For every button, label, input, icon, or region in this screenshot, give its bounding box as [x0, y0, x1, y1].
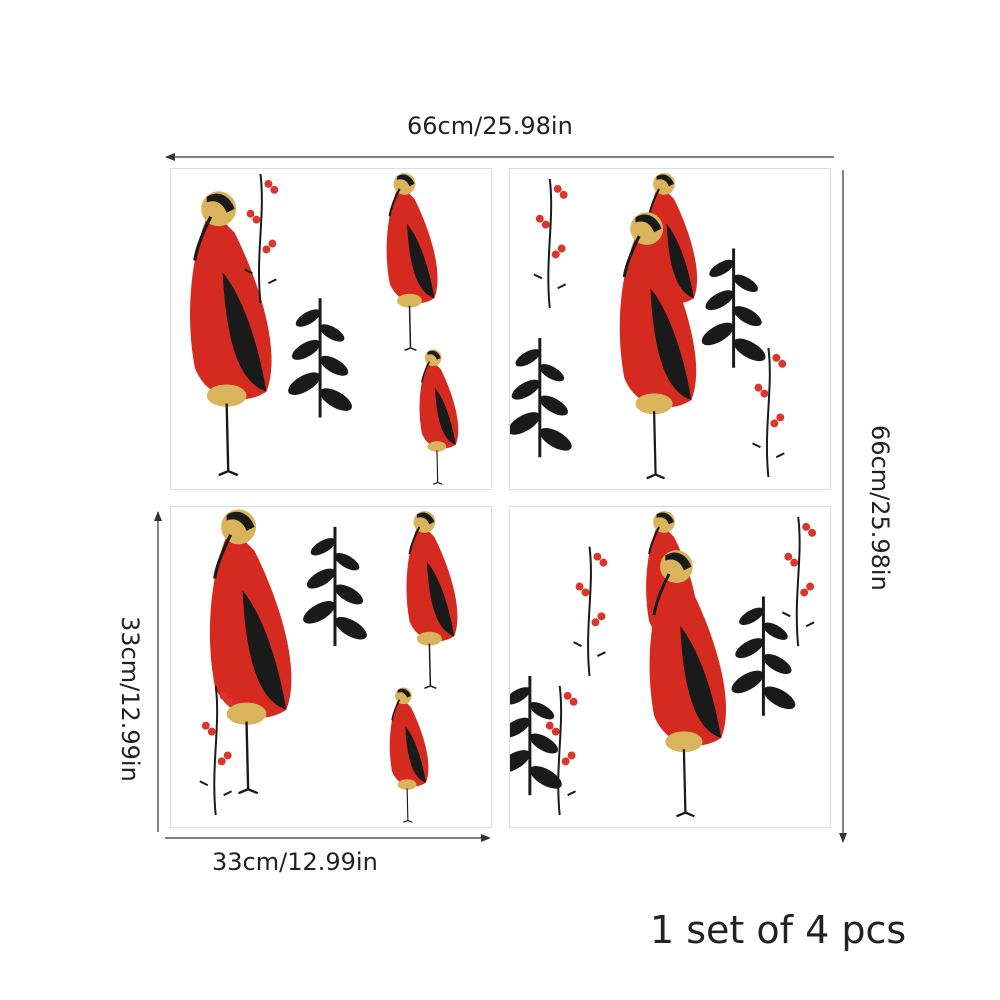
total-height-arrow — [839, 170, 847, 843]
tile-top-right — [509, 168, 831, 490]
total-width-label: 66cm/25.98in — [407, 112, 573, 140]
tile-bottom-left — [170, 506, 492, 828]
bird-pattern-illustration — [198, 507, 459, 824]
tile-bottom-right — [509, 506, 831, 828]
tile-height-label: 33cm/12.99in — [116, 616, 144, 782]
total-height-label: 66cm/25.98in — [866, 425, 894, 591]
tile-top-left — [170, 168, 492, 490]
bird-pattern-illustration — [188, 171, 460, 486]
tile-width-arrow — [165, 834, 491, 842]
bird-pattern-illustration — [510, 171, 788, 480]
set-count-label: 1 set of 4 pcs — [650, 908, 907, 952]
bird-pattern-illustration — [510, 509, 818, 818]
total-width-arrow — [165, 153, 834, 161]
tile-height-arrow — [154, 511, 162, 832]
tile-width-label: 33cm/12.99in — [212, 848, 378, 876]
